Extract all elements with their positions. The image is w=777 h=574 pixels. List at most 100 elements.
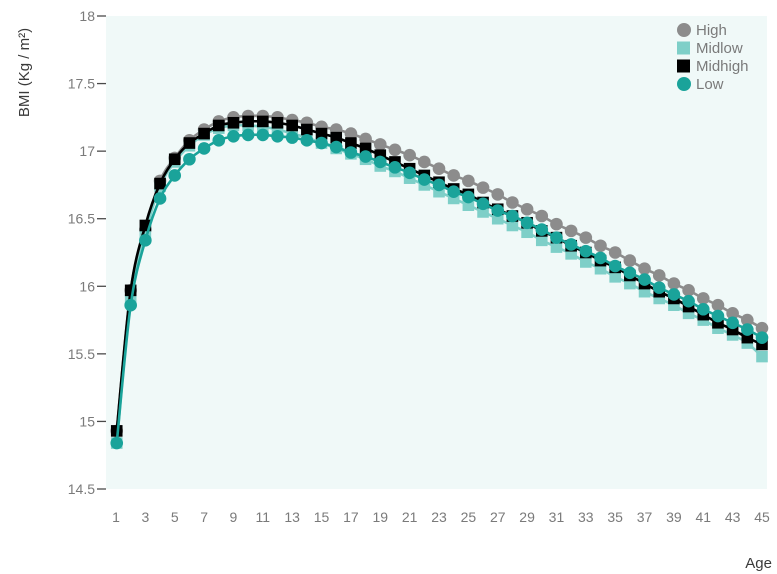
y-tick-label: 17 — [79, 143, 95, 159]
data-point — [623, 266, 637, 280]
data-point — [741, 331, 754, 344]
data-point — [594, 262, 607, 275]
x-tick-label: 1 — [112, 509, 120, 525]
data-point — [726, 323, 739, 336]
data-point — [359, 132, 372, 146]
x-tick-label: 15 — [314, 509, 330, 525]
data-point — [403, 166, 416, 180]
data-point — [462, 174, 475, 188]
legend-label: Midhigh — [696, 58, 749, 75]
data-point — [271, 129, 284, 143]
x-tick-label: 31 — [549, 509, 565, 525]
data-point — [608, 246, 622, 259]
data-point — [388, 143, 402, 157]
x-tick-label: 21 — [402, 509, 418, 525]
data-point — [682, 284, 695, 297]
data-point — [609, 271, 621, 283]
data-point — [300, 134, 314, 147]
legend-label: High — [696, 22, 727, 39]
data-point — [212, 119, 225, 132]
data-point — [198, 127, 210, 140]
data-point — [168, 153, 181, 166]
data-point — [741, 313, 754, 327]
data-point — [652, 269, 666, 282]
data-point — [315, 127, 328, 140]
plot-background — [106, 16, 767, 489]
data-point — [580, 256, 592, 268]
data-point — [638, 273, 651, 286]
data-point — [579, 231, 593, 244]
y-tick-label: 15 — [79, 413, 95, 429]
data-point — [638, 262, 651, 276]
data-point — [506, 219, 519, 232]
data-point — [521, 226, 533, 239]
data-point — [711, 298, 725, 312]
data-point — [712, 316, 724, 329]
data-point — [374, 149, 387, 161]
data-point — [726, 307, 739, 320]
x-tick-label: 35 — [607, 509, 623, 525]
data-point — [535, 209, 549, 223]
x-tick-label: 7 — [200, 509, 208, 525]
data-point — [623, 254, 637, 267]
data-point — [506, 209, 519, 223]
data-point — [491, 212, 504, 225]
data-point — [447, 192, 460, 205]
data-point — [652, 281, 666, 294]
data-point — [653, 292, 666, 305]
data-point — [462, 199, 475, 211]
x-axis: 1 3 5 7 9 11 13 15 17 19 21 23 25 27 29 31 33 35 37 39 41 43 4… — [112, 509, 770, 525]
data-point — [550, 241, 563, 253]
data-point — [168, 169, 182, 182]
x-tick-label: 19 — [372, 509, 388, 525]
data-point — [755, 321, 769, 335]
data-point — [285, 131, 299, 144]
data-point — [286, 119, 298, 132]
data-point — [183, 152, 196, 166]
data-point — [608, 259, 622, 273]
data-point — [696, 302, 710, 316]
data-point — [271, 116, 284, 129]
x-tick-label: 9 — [230, 509, 238, 525]
data-point — [359, 150, 372, 163]
data-point — [668, 299, 680, 312]
x-tick-label: 45 — [754, 509, 770, 525]
data-point — [256, 128, 270, 142]
data-point — [638, 285, 651, 298]
data-point — [183, 137, 196, 149]
data-point — [564, 224, 578, 238]
data-point — [124, 284, 137, 297]
y-tick-label: 14.5 — [68, 481, 95, 497]
data-point — [667, 277, 681, 290]
x-tick-label: 29 — [519, 509, 535, 525]
data-point — [139, 234, 152, 247]
data-point — [242, 115, 254, 128]
data-point — [565, 248, 577, 260]
series-layer — [110, 109, 769, 450]
data-point — [432, 162, 446, 176]
data-point — [197, 142, 211, 155]
data-point — [432, 178, 446, 192]
x-tick-label: 3 — [141, 509, 149, 525]
data-point — [403, 148, 416, 162]
data-point — [373, 138, 387, 151]
data-point — [520, 216, 534, 230]
data-point — [535, 223, 549, 236]
data-point — [491, 188, 505, 201]
data-point — [535, 234, 548, 247]
data-point — [433, 185, 445, 198]
data-point — [241, 128, 255, 142]
y-tick-label: 16 — [79, 278, 95, 294]
data-point — [388, 161, 402, 174]
y-axis-title: BMI (Kg / m²) — [16, 28, 33, 117]
data-point — [477, 206, 489, 218]
legend-swatch — [677, 23, 691, 37]
data-point — [755, 331, 769, 344]
data-point — [491, 204, 505, 217]
data-point — [756, 350, 768, 363]
data-point — [550, 231, 563, 244]
x-axis-title: Age — [745, 555, 772, 572]
data-point — [711, 309, 725, 323]
data-point — [418, 155, 431, 169]
